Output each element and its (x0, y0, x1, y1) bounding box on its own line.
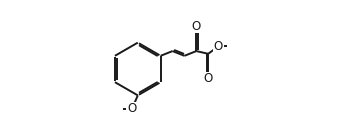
Text: O: O (204, 72, 213, 85)
Text: O: O (127, 102, 136, 115)
Text: O: O (192, 20, 201, 33)
Text: O: O (214, 40, 223, 53)
